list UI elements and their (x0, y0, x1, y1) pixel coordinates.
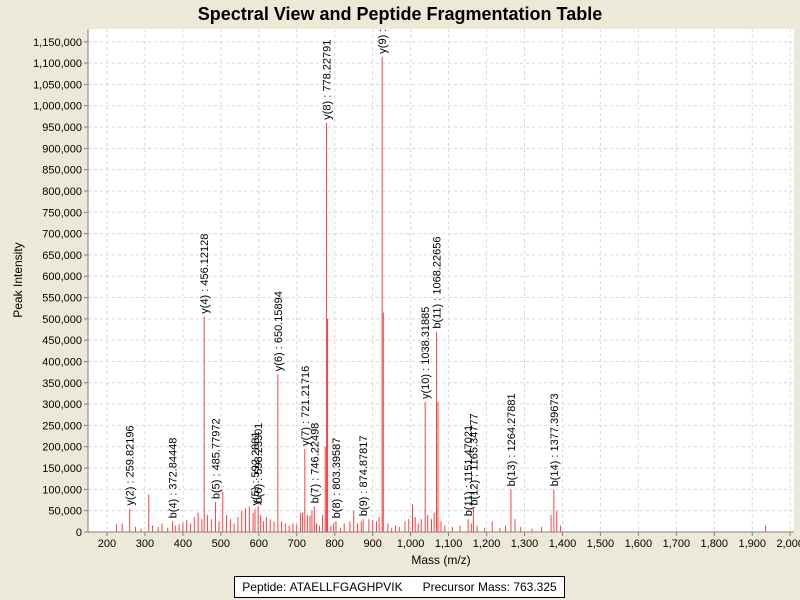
y-tick-label: 350,000 (42, 378, 82, 390)
precursor-value: 763.325 (513, 580, 557, 594)
x-tick-label: 1,000 (397, 538, 425, 550)
y-axis-ticks: 0 50,000 100,000 150,000 200,000 250,000 300,0… (33, 37, 88, 539)
x-tick-label: 1,700 (663, 538, 691, 550)
peak-annotation: y(6) : 650.15894 (273, 291, 285, 371)
peak-annotation: b(6) : 598.23301 (253, 423, 265, 504)
precursor-label: Precursor Mass: (422, 580, 510, 594)
y-tick-label: 1,050,000 (33, 79, 82, 91)
peak-annotation: y(10) : 1038.31885 (420, 307, 432, 399)
peptide-label: Peptide: (242, 580, 287, 594)
y-tick-label: 700,000 (42, 229, 82, 241)
x-tick-label: 200 (98, 538, 116, 550)
peak-annotation: b(4) : 372.84448 (168, 438, 180, 519)
y-tick-label: 950,000 (42, 122, 82, 134)
peak-annotation: b(11) : 1151.47021 (463, 425, 475, 516)
y-tick-label: 100,000 (42, 484, 82, 496)
y-tick-label: 1,000,000 (33, 101, 82, 113)
x-tick-label: 900 (363, 538, 381, 550)
spectrum-chart: Spectral View and Peptide Fragmentation … (11, 4, 800, 567)
y-tick-label: 800,000 (42, 186, 82, 198)
x-axis-label: Mass (m/z) (411, 553, 470, 567)
peak-annotation: y(4) : 456.12128 (199, 234, 211, 314)
y-tick-label: 1,100,000 (33, 58, 82, 70)
y-tick-label: 450,000 (42, 335, 82, 347)
x-tick-label: 2,000 (776, 538, 800, 550)
y-tick-label: 500,000 (42, 314, 82, 326)
peak-annotation: y(5) : 592.2881 (250, 432, 262, 506)
x-tick-label: 500 (212, 538, 230, 550)
peak-annotation: y(7) : 721.21716 (300, 366, 312, 446)
peak-annotation: y(9) : (377, 29, 389, 54)
y-tick-label: 150,000 (42, 463, 82, 475)
peak-annotation: b(5) : 485.77972 (210, 418, 222, 499)
plot-background (88, 29, 794, 532)
x-tick-label: 1,500 (587, 538, 615, 550)
peptide-value: ATAELLFGAGHPVIK (289, 580, 403, 594)
x-tick-label: 600 (250, 538, 268, 550)
y-tick-label: 600,000 (42, 271, 82, 283)
y-tick-label: 50,000 (48, 506, 82, 518)
peak-annotation: b(11) : 1068.22656 (432, 236, 444, 328)
y-tick-label: 300,000 (42, 399, 82, 411)
x-tick-label: 300 (136, 538, 154, 550)
peptide-info-box: Peptide: ATAELLFGAGHPVIK Precursor Mass:… (234, 576, 565, 598)
y-tick-label: 1,150,000 (33, 37, 82, 49)
peak-annotations: y(2) : 259.82196 b(4) : 372.84448 y(4) : 4… (125, 29, 561, 519)
x-tick-label: 400 (174, 538, 192, 550)
y-tick-label: 250,000 (42, 420, 82, 432)
x-tick-label: 1,400 (549, 538, 577, 550)
x-tick-label: 1,100 (435, 538, 463, 550)
y-tick-label: 850,000 (42, 165, 82, 177)
peak-annotation: b(7) : 746.22498 (309, 423, 321, 504)
y-axis-label: Peak Intensity (11, 242, 25, 317)
x-tick-label: 700 (288, 538, 306, 550)
x-tick-label: 1,800 (701, 538, 729, 550)
x-axis-ticks: 200 300 400 500 600 700 800 900 1,000 1,100 1,200 1… (98, 532, 800, 550)
y-tick-label: 200,000 (42, 442, 82, 454)
chart-title: Spectral View and Peptide Fragmentation … (198, 4, 602, 24)
peak-annotation: b(14) : 1377.39673 (549, 393, 561, 486)
y-tick-label: 650,000 (42, 250, 82, 262)
y-tick-label: 400,000 (42, 356, 82, 368)
x-tick-label: 1,300 (511, 538, 539, 550)
x-tick-label: 800 (326, 538, 344, 550)
peaks (115, 56, 767, 532)
y-tick-label: 900,000 (42, 143, 82, 155)
y-tick-label: 550,000 (42, 293, 82, 305)
y-tick-label: 0 (76, 527, 82, 539)
peak-annotation: y(2) : 259.82196 (125, 425, 137, 505)
peak-annotation: b(9) : 874.87817 (358, 435, 370, 516)
x-tick-label: 1,600 (625, 538, 653, 550)
x-tick-label: 1,900 (738, 538, 766, 550)
peak-annotation: b(8) : 803.39587 (331, 438, 343, 519)
peak-annotation: b(12) : 1165.34777 (468, 413, 480, 505)
x-tick-label: 1,200 (473, 538, 501, 550)
peak-annotation: b(13) : 1264.27881 (506, 393, 518, 486)
y-tick-label: 750,000 (42, 207, 82, 219)
peak-annotation: y(8) : 778.22791 (321, 40, 333, 120)
